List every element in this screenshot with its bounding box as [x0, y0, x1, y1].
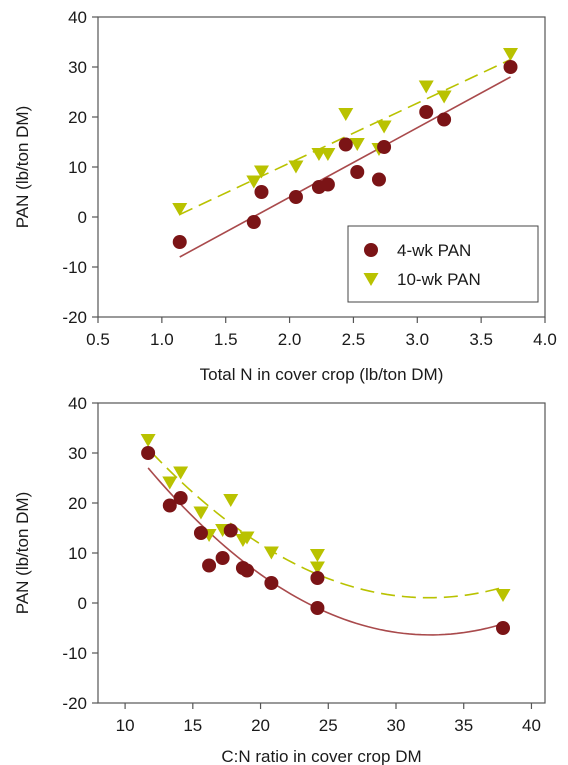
y-tick-label: -10: [62, 644, 87, 663]
point-10wk: [376, 120, 392, 134]
chart-bottom-points: [140, 434, 511, 635]
chart-bottom-x-axis-label: C:N ratio in cover crop DM: [221, 747, 421, 765]
point-10wk: [223, 494, 239, 507]
point-4wk: [338, 137, 353, 152]
point-10wk: [418, 80, 434, 94]
legend-label-4wk: 4-wk PAN: [397, 241, 471, 260]
chart-top-y-ticks: -20 -10 0 10 20 30 40: [62, 8, 98, 327]
point-4wk: [193, 526, 208, 540]
point-10wk: [338, 108, 354, 121]
chart-top-points: [172, 48, 519, 249]
legend-marker-10wk: [363, 273, 379, 286]
point-10wk: [172, 203, 188, 216]
point-10wk: [320, 148, 336, 161]
x-tick-label: 10: [116, 716, 135, 735]
x-tick-label: 1.5: [214, 330, 238, 349]
point-4wk: [264, 576, 279, 590]
y-tick-label: 40: [68, 8, 87, 27]
x-tick-label: 3.0: [405, 330, 429, 349]
y-tick-label: -10: [62, 258, 87, 277]
point-4wk: [310, 601, 325, 615]
chart-top: 0.5 1.0 1.5 2.0 2.5 3.0 3.5 4.0 -20 -10 0 10 20 30 40…: [13, 8, 557, 384]
point-4wk: [202, 558, 217, 573]
point-4wk: [141, 446, 156, 460]
chart-top-x-ticks: 0.5 1.0 1.5 2.0 2.5 3.0 3.5 4.0: [86, 317, 557, 349]
chart-bottom-y-axis-label: PAN (lb/ton DM): [13, 492, 32, 615]
chart-bottom-fit-lines: [147, 452, 505, 636]
y-tick-label: 30: [68, 444, 87, 463]
y-tick-label: 0: [78, 594, 87, 613]
x-tick-label: 2.0: [278, 330, 302, 349]
x-tick-label: 20: [251, 716, 270, 735]
point-10wk: [436, 90, 452, 104]
point-4wk: [254, 185, 269, 199]
chart-top-y-axis-label: PAN (lb/ton DM): [13, 106, 32, 229]
point-4wk: [419, 105, 434, 119]
x-tick-label: 30: [387, 716, 406, 735]
point-10wk: [309, 549, 325, 562]
x-tick-label: 15: [183, 716, 202, 735]
chart-bottom-x-ticks: 10 15 20 25 30 35 40: [116, 703, 541, 735]
point-4wk: [437, 112, 452, 127]
fit-line-10wk: [179, 58, 511, 216]
point-4wk: [310, 571, 325, 585]
point-10wk: [349, 138, 365, 151]
point-10wk: [503, 48, 519, 61]
chart-bottom: 10 15 20 25 30 35 40 -20 -10 0 10 20 30 40 C:N ratio…: [13, 394, 546, 765]
x-tick-label: 40: [522, 716, 541, 735]
point-4wk: [503, 60, 518, 74]
x-tick-label: 4.0: [533, 330, 557, 349]
point-10wk: [173, 466, 189, 480]
y-tick-label: -20: [62, 308, 87, 327]
y-tick-label: 20: [68, 108, 87, 127]
chart-top-x-axis-label: Total N in cover crop (lb/ton DM): [200, 365, 444, 384]
y-tick-label: 40: [68, 394, 87, 413]
legend: 4-wk PAN 10-wk PAN: [347, 225, 539, 303]
point-4wk: [350, 165, 365, 179]
point-4wk: [371, 172, 386, 187]
point-4wk: [215, 551, 230, 565]
fit-line-4wk: [179, 76, 511, 258]
point-10wk: [162, 476, 178, 490]
x-tick-label: 2.5: [342, 330, 366, 349]
point-10wk: [239, 531, 255, 545]
y-tick-label: 20: [68, 494, 87, 513]
y-tick-label: 30: [68, 58, 87, 77]
y-tick-label: -20: [62, 694, 87, 713]
y-tick-label: 10: [68, 158, 87, 177]
point-10wk: [495, 589, 511, 602]
point-4wk: [246, 215, 261, 229]
point-4wk: [288, 190, 303, 204]
legend-label-10wk: 10-wk PAN: [397, 270, 481, 289]
legend-marker-4wk: [364, 243, 378, 257]
fit-line-4wk: [147, 467, 505, 636]
point-4wk: [320, 177, 335, 192]
point-4wk: [162, 498, 177, 513]
point-4wk: [172, 235, 187, 249]
point-10wk: [246, 175, 262, 189]
point-10wk: [140, 434, 156, 447]
point-4wk: [496, 621, 511, 635]
x-tick-label: 0.5: [86, 330, 110, 349]
chart-bottom-y-ticks: -20 -10 0 10 20 30 40: [62, 394, 98, 713]
point-4wk: [377, 140, 392, 154]
x-tick-label: 25: [319, 716, 338, 735]
point-10wk: [288, 160, 304, 174]
y-tick-label: 0: [78, 208, 87, 227]
legend-box: [347, 225, 539, 303]
point-10wk: [309, 561, 325, 575]
x-tick-label: 35: [454, 716, 473, 735]
y-tick-label: 10: [68, 544, 87, 563]
point-4wk: [173, 491, 188, 505]
x-tick-label: 3.5: [469, 330, 493, 349]
point-10wk: [253, 165, 269, 179]
x-tick-label: 1.0: [150, 330, 174, 349]
point-10wk: [263, 546, 279, 560]
chart-top-fit-lines: [179, 58, 511, 258]
fit-line-10wk: [151, 452, 505, 599]
point-10wk: [193, 506, 209, 520]
point-4wk: [223, 523, 238, 538]
point-4wk: [240, 563, 254, 578]
